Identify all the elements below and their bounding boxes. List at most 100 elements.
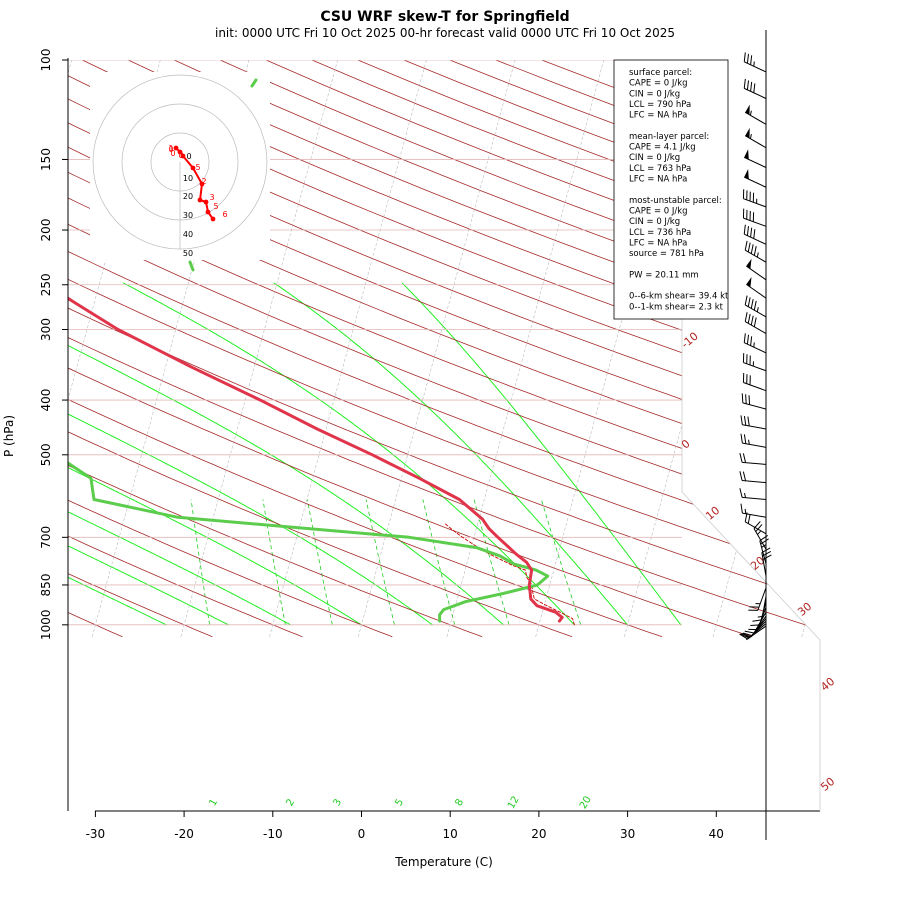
wind-barb-staff — [744, 321, 767, 334]
wind-barb-half-flag — [756, 252, 759, 258]
hodograph-ring-label: 10 — [183, 174, 193, 183]
wind-barb-flag — [752, 619, 762, 622]
wind-barb-staff — [744, 61, 767, 73]
stats-line: PW = 20.11 mm — [629, 270, 699, 280]
wind-barb-flag — [755, 524, 763, 532]
x-tick-label: -30 — [86, 827, 106, 841]
moist-adiabat — [122, 282, 575, 626]
y-tick-label: 100 — [39, 49, 53, 72]
wind-barb — [743, 333, 767, 354]
wind-barb — [745, 625, 767, 641]
wind-barb-flag — [743, 333, 746, 343]
stats-line: 0--6-km shear= 39.4 kt — [629, 292, 729, 302]
dry-adiabat — [68, 75, 820, 378]
stats-line: LCL = 736 hPa — [629, 228, 691, 238]
wind-barb-flag — [746, 226, 750, 236]
wind-barb-staff — [744, 521, 767, 535]
stats-line: CAPE = 0 J/kg — [629, 206, 688, 216]
wind-barbs — [739, 30, 772, 840]
stats-line: LCL = 790 hPa — [629, 100, 691, 110]
wind-barb-flag — [743, 224, 746, 235]
wind-barb-staff — [744, 135, 767, 149]
moist-adiabat — [68, 576, 167, 626]
isotherm-label: 40 — [818, 675, 837, 694]
y-tick-label: 850 — [39, 574, 53, 597]
wind-barb-staff — [761, 552, 767, 577]
dry-adiabat — [68, 499, 393, 638]
wind-barb-flag — [740, 633, 750, 639]
chart-subtitle: init: 0000 UTC Fri 10 Oct 2025 00-hr for… — [215, 26, 675, 40]
moist-adiabat — [401, 282, 682, 626]
hodograph-point — [203, 199, 209, 205]
wind-barb-flag — [740, 415, 743, 425]
y-tick-label: 400 — [39, 389, 53, 412]
wind-barb — [744, 149, 767, 168]
wind-barb-flag — [750, 244, 754, 254]
wind-barb-half-flag — [757, 530, 762, 535]
hodograph-height-label: 5 — [213, 202, 218, 211]
wind-barb-flag — [746, 334, 750, 345]
y-tick-label: 1000 — [39, 610, 53, 641]
hodograph-ring-label: 0 — [186, 152, 191, 161]
wind-barb — [742, 189, 767, 208]
wind-barb-staff — [742, 402, 767, 410]
hodograph-point — [180, 153, 186, 159]
stats-line: LCL = 763 hPa — [629, 164, 691, 174]
hodograph-point — [177, 149, 183, 155]
chart-title: CSU WRF skew-T for Springfield — [320, 9, 569, 25]
wind-barb-flag — [740, 433, 743, 444]
dry-adiabat — [68, 398, 663, 638]
wind-barb-flag — [743, 78, 746, 89]
mixing-ratio-label: 5 — [393, 797, 406, 808]
hodograph-point — [205, 209, 211, 215]
hodograph-height-label: 0 — [170, 149, 175, 158]
hodograph-ring-label: 20 — [183, 192, 193, 201]
wind-barb-staff — [743, 362, 767, 372]
hodograph-height-label: 3 — [209, 193, 214, 202]
mixing-ratio-lines — [190, 499, 582, 625]
x-tick-label: 40 — [709, 827, 724, 841]
wind-barb — [742, 372, 767, 392]
wind-barb-flag — [750, 299, 754, 309]
wind-barb-flag — [743, 52, 746, 62]
wind-barb-staff — [742, 461, 767, 465]
wind-barb-staff — [742, 480, 767, 484]
temperature-profile — [68, 296, 564, 623]
dry-adiabat — [68, 122, 820, 424]
wind-barb-flag — [742, 471, 747, 481]
stats-line: CIN = 0 J/kg — [629, 153, 680, 163]
moist-adiabat — [273, 282, 628, 626]
wind-barb-flag — [745, 394, 747, 404]
wind-barb-staff — [743, 217, 767, 227]
hodograph-height-label: 2 — [201, 177, 206, 186]
wind-barb-flag — [753, 83, 756, 93]
parcel-trace — [443, 522, 575, 626]
wind-barb — [739, 488, 767, 501]
dry-adiabat — [68, 98, 820, 401]
dry-adiabat — [68, 367, 753, 638]
mixing-ratio-label: 8 — [453, 797, 466, 808]
mixing-ratio-line — [262, 499, 286, 625]
stats-line: CAPE = 4.1 J/kg — [629, 143, 696, 153]
mixing-ratio-line — [307, 499, 333, 625]
hodograph-point — [199, 181, 205, 187]
wind-barb-pennant — [746, 277, 752, 288]
stats-line: CIN = 0 J/kg — [629, 89, 680, 99]
wind-barb-flag — [759, 535, 768, 542]
isotherm-label: 50 — [818, 775, 837, 794]
stats-line: source = 781 hPa — [629, 249, 704, 259]
wind-barb-pennant — [744, 169, 749, 180]
wind-barb-pennant — [744, 149, 749, 160]
dry-adiabat — [68, 535, 303, 638]
stats-line: surface parcel: — [629, 68, 692, 78]
hodograph-ring-label: 40 — [183, 230, 193, 239]
isotherm-line — [446, 60, 605, 637]
wind-barb-flag — [739, 471, 743, 481]
mixing-ratio-line — [190, 499, 210, 625]
diagram-edge-line — [681, 491, 820, 641]
moist-adiabats — [68, 282, 682, 626]
stats-line: CAPE = 0 J/kg — [629, 79, 688, 89]
stats-line: CIN = 0 J/kg — [629, 217, 680, 227]
wind-barb-staff — [743, 198, 767, 208]
wind-barb-flag — [753, 229, 756, 239]
